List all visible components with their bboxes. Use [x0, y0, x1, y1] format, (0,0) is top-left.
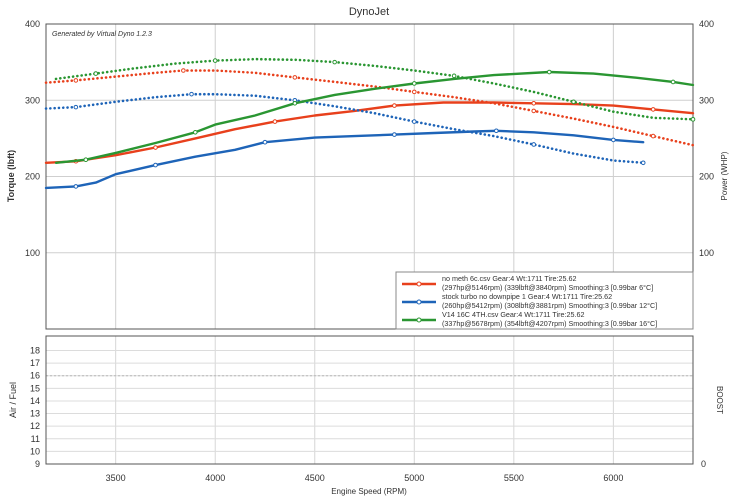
legend-entry-line1: V14 16C 4TH.csv Gear:4 Wt:1711 Tire:25.6…: [442, 310, 585, 319]
series-point-marker: [73, 104, 79, 110]
series-point-marker: [531, 108, 537, 114]
series-point-marker: [262, 139, 268, 145]
series-point-marker: [411, 81, 417, 86]
plot-frame: [45, 23, 694, 330]
watermark: Generated by Virtual Dyno 1.2.3: [52, 31, 152, 38]
series-point-marker: [690, 117, 696, 122]
y-tick-label-right: 100: [699, 248, 714, 258]
x-axis-label: Engine Speed (RPM): [331, 487, 407, 496]
chart-title: DynoJet: [349, 6, 389, 18]
sub-y-tick-label: 13: [30, 409, 40, 419]
series-point-marker: [392, 132, 397, 137]
series-point-marker: [212, 58, 218, 63]
series-point-marker: [153, 145, 158, 150]
y-axis-label-left: Torque (lbft): [6, 150, 16, 202]
series-point-marker: [272, 119, 278, 124]
series-point-marker: [640, 160, 646, 166]
series-power-line: [54, 70, 695, 165]
legend-swatch-marker: [416, 317, 422, 323]
x-tick-label: 5500: [504, 473, 524, 483]
y-axis-label-right: Power (WHP): [720, 151, 729, 200]
y-tick-label-right: 400: [699, 19, 714, 29]
sub-y-tick-label: 18: [30, 346, 40, 356]
series-point-marker: [411, 89, 417, 95]
legend-box: [395, 271, 694, 330]
series-point-marker: [531, 142, 537, 147]
series-torque-line: [44, 69, 695, 147]
series-point-marker: [292, 101, 298, 106]
legend-swatch-marker: [416, 299, 422, 305]
series-point-marker: [332, 59, 337, 65]
series-torque-line: [54, 57, 695, 121]
series-point-marker: [181, 68, 186, 73]
y-tick-label-left: 100: [25, 248, 40, 258]
sub-plot-frame: [45, 335, 694, 465]
x-tick-label: 3500: [106, 473, 126, 483]
sub-y-tick-label: 15: [30, 383, 40, 393]
sub-right-tick-label: 0: [701, 459, 706, 469]
legend-entry-line2: (337hp@5678rpm) (354lbft@4207rpm) Smooth…: [442, 319, 657, 328]
sub-y-tick-label: 14: [30, 396, 40, 406]
sub-y-tick-label: 11: [31, 434, 40, 444]
series-point-marker: [571, 99, 576, 105]
series-point-marker: [73, 78, 79, 83]
sub-y-tick-label: 12: [30, 421, 40, 431]
air-fuel-plot: 3500 4000 4500 5000 5500 6000 9 10 11 12 13 14 15 16 1…: [30, 335, 706, 483]
x-tick-label: 4500: [305, 473, 325, 483]
series-point-marker: [670, 79, 676, 85]
series-point-marker: [153, 162, 158, 168]
series-point-marker: [193, 129, 198, 135]
main-plot: 100 100 200 200 300 300 400 400: [25, 19, 714, 330]
series-point-marker: [611, 137, 616, 143]
series-point-marker: [546, 69, 552, 75]
series-point-marker: [93, 71, 99, 76]
legend-entry-line1: stock turbo no downpipe 1 Gear:4 Wt:1711…: [442, 292, 612, 301]
series-point-marker: [189, 91, 194, 97]
y-tick-label-right: 200: [699, 172, 714, 182]
y-tick-label-left: 300: [25, 95, 40, 105]
series-torque-line: [44, 92, 645, 165]
series-point-marker: [531, 101, 537, 106]
series-point-marker: [650, 107, 656, 112]
sub-y-tick-label: 9: [35, 459, 40, 469]
x-tick-label: 5000: [404, 473, 424, 483]
series-power-line: [44, 101, 695, 165]
series-point-marker: [83, 157, 89, 163]
x-tick-label: 4000: [205, 473, 225, 483]
series-power-line: [44, 129, 645, 190]
series-point-marker: [451, 73, 457, 79]
series-point-marker: [73, 184, 79, 189]
legend-entry-line2: (297hp@5146rpm) (339lbft@3840rpm) Smooth…: [442, 283, 653, 292]
sub-y-tick-label: 10: [30, 446, 40, 456]
series-point-marker: [411, 119, 417, 124]
legend-entry-line2: (260hp@5412rpm) (308lbft@3881rpm) Smooth…: [442, 301, 657, 310]
series-point-marker: [494, 128, 499, 134]
legend-swatch-marker: [416, 281, 422, 287]
y-tick-label-left: 400: [25, 19, 40, 29]
x-tick-label: 6000: [603, 473, 623, 483]
legend: no meth 6c.csv Gear:4 Wt:1711 Tire:25.62…: [395, 271, 694, 330]
series-point-marker: [292, 75, 298, 80]
sub-axis-label-right: BOOST: [715, 386, 724, 414]
series-point-marker: [392, 103, 397, 108]
y-tick-label-right: 300: [699, 95, 714, 105]
sub-y-tick-label: 16: [30, 371, 40, 381]
series-point-marker: [650, 133, 656, 139]
y-tick-label-left: 200: [25, 172, 40, 182]
legend-entry-line1: no meth 6c.csv Gear:4 Wt:1711 Tire:25.62: [442, 274, 577, 283]
sub-axis-label-left: Air / Fuel: [8, 382, 18, 418]
sub-y-tick-label: 17: [30, 358, 40, 368]
